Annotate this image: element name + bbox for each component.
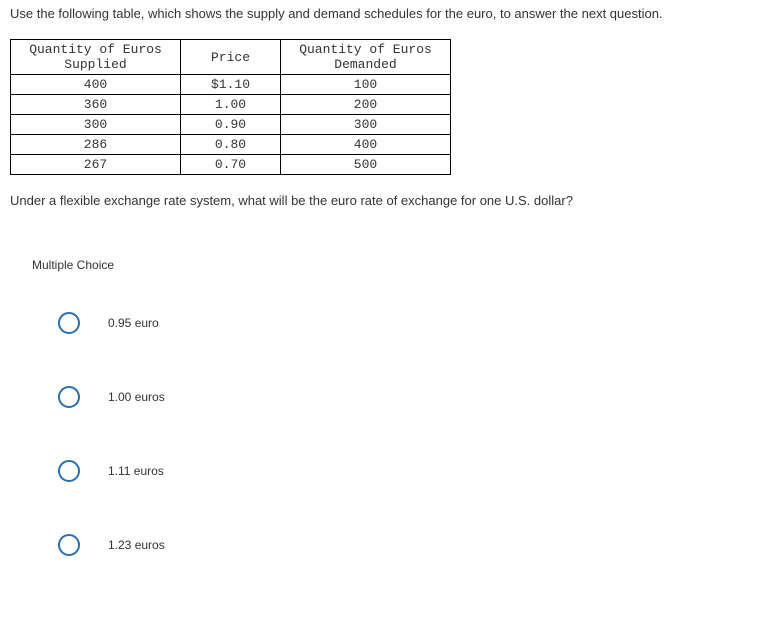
option-label: 1.11 euros xyxy=(108,464,164,478)
table-row: 286 0.80 400 xyxy=(11,135,451,155)
option-label: 0.95 euro xyxy=(108,316,159,330)
col-header-supplied: Quantity of Euros Supplied xyxy=(11,40,181,75)
cell-demanded: 200 xyxy=(281,95,451,115)
radio-icon[interactable] xyxy=(58,534,80,556)
multiple-choice-label: Multiple Choice xyxy=(32,258,771,272)
radio-icon[interactable] xyxy=(58,460,80,482)
table-row: 400 $1.10 100 xyxy=(11,75,451,95)
cell-price: 0.70 xyxy=(181,155,281,175)
option-2[interactable]: 1.11 euros xyxy=(58,460,771,482)
intro-text: Use the following table, which shows the… xyxy=(10,6,771,21)
table-row: 360 1.00 200 xyxy=(11,95,451,115)
radio-icon[interactable] xyxy=(58,312,80,334)
option-1[interactable]: 1.00 euros xyxy=(58,386,771,408)
cell-demanded: 100 xyxy=(281,75,451,95)
cell-supplied: 400 xyxy=(11,75,181,95)
cell-supplied: 267 xyxy=(11,155,181,175)
cell-demanded: 400 xyxy=(281,135,451,155)
col-header-supplied-line1: Quantity of Euros xyxy=(29,42,162,57)
col-header-price-line2: Price xyxy=(211,50,250,65)
table-header-row: Quantity of Euros Supplied Price Quantit… xyxy=(11,40,451,75)
cell-supplied: 360 xyxy=(11,95,181,115)
cell-demanded: 300 xyxy=(281,115,451,135)
question-text: Under a flexible exchange rate system, w… xyxy=(10,193,771,208)
cell-price: 0.80 xyxy=(181,135,281,155)
col-header-demanded: Quantity of Euros Demanded xyxy=(281,40,451,75)
cell-demanded: 500 xyxy=(281,155,451,175)
option-label: 1.00 euros xyxy=(108,390,165,404)
cell-supplied: 286 xyxy=(11,135,181,155)
table-row: 267 0.70 500 xyxy=(11,155,451,175)
option-0[interactable]: 0.95 euro xyxy=(58,312,771,334)
cell-price: $1.10 xyxy=(181,75,281,95)
option-3[interactable]: 1.23 euros xyxy=(58,534,771,556)
cell-supplied: 300 xyxy=(11,115,181,135)
col-header-price: Price xyxy=(181,40,281,75)
radio-icon[interactable] xyxy=(58,386,80,408)
col-header-demanded-line1: Quantity of Euros xyxy=(299,42,432,57)
cell-price: 1.00 xyxy=(181,95,281,115)
cell-price: 0.90 xyxy=(181,115,281,135)
table-row: 300 0.90 300 xyxy=(11,115,451,135)
col-header-demanded-line2: Demanded xyxy=(334,57,396,72)
col-header-supplied-line2: Supplied xyxy=(64,57,126,72)
option-label: 1.23 euros xyxy=(108,538,165,552)
supply-demand-table: Quantity of Euros Supplied Price Quantit… xyxy=(10,39,451,175)
